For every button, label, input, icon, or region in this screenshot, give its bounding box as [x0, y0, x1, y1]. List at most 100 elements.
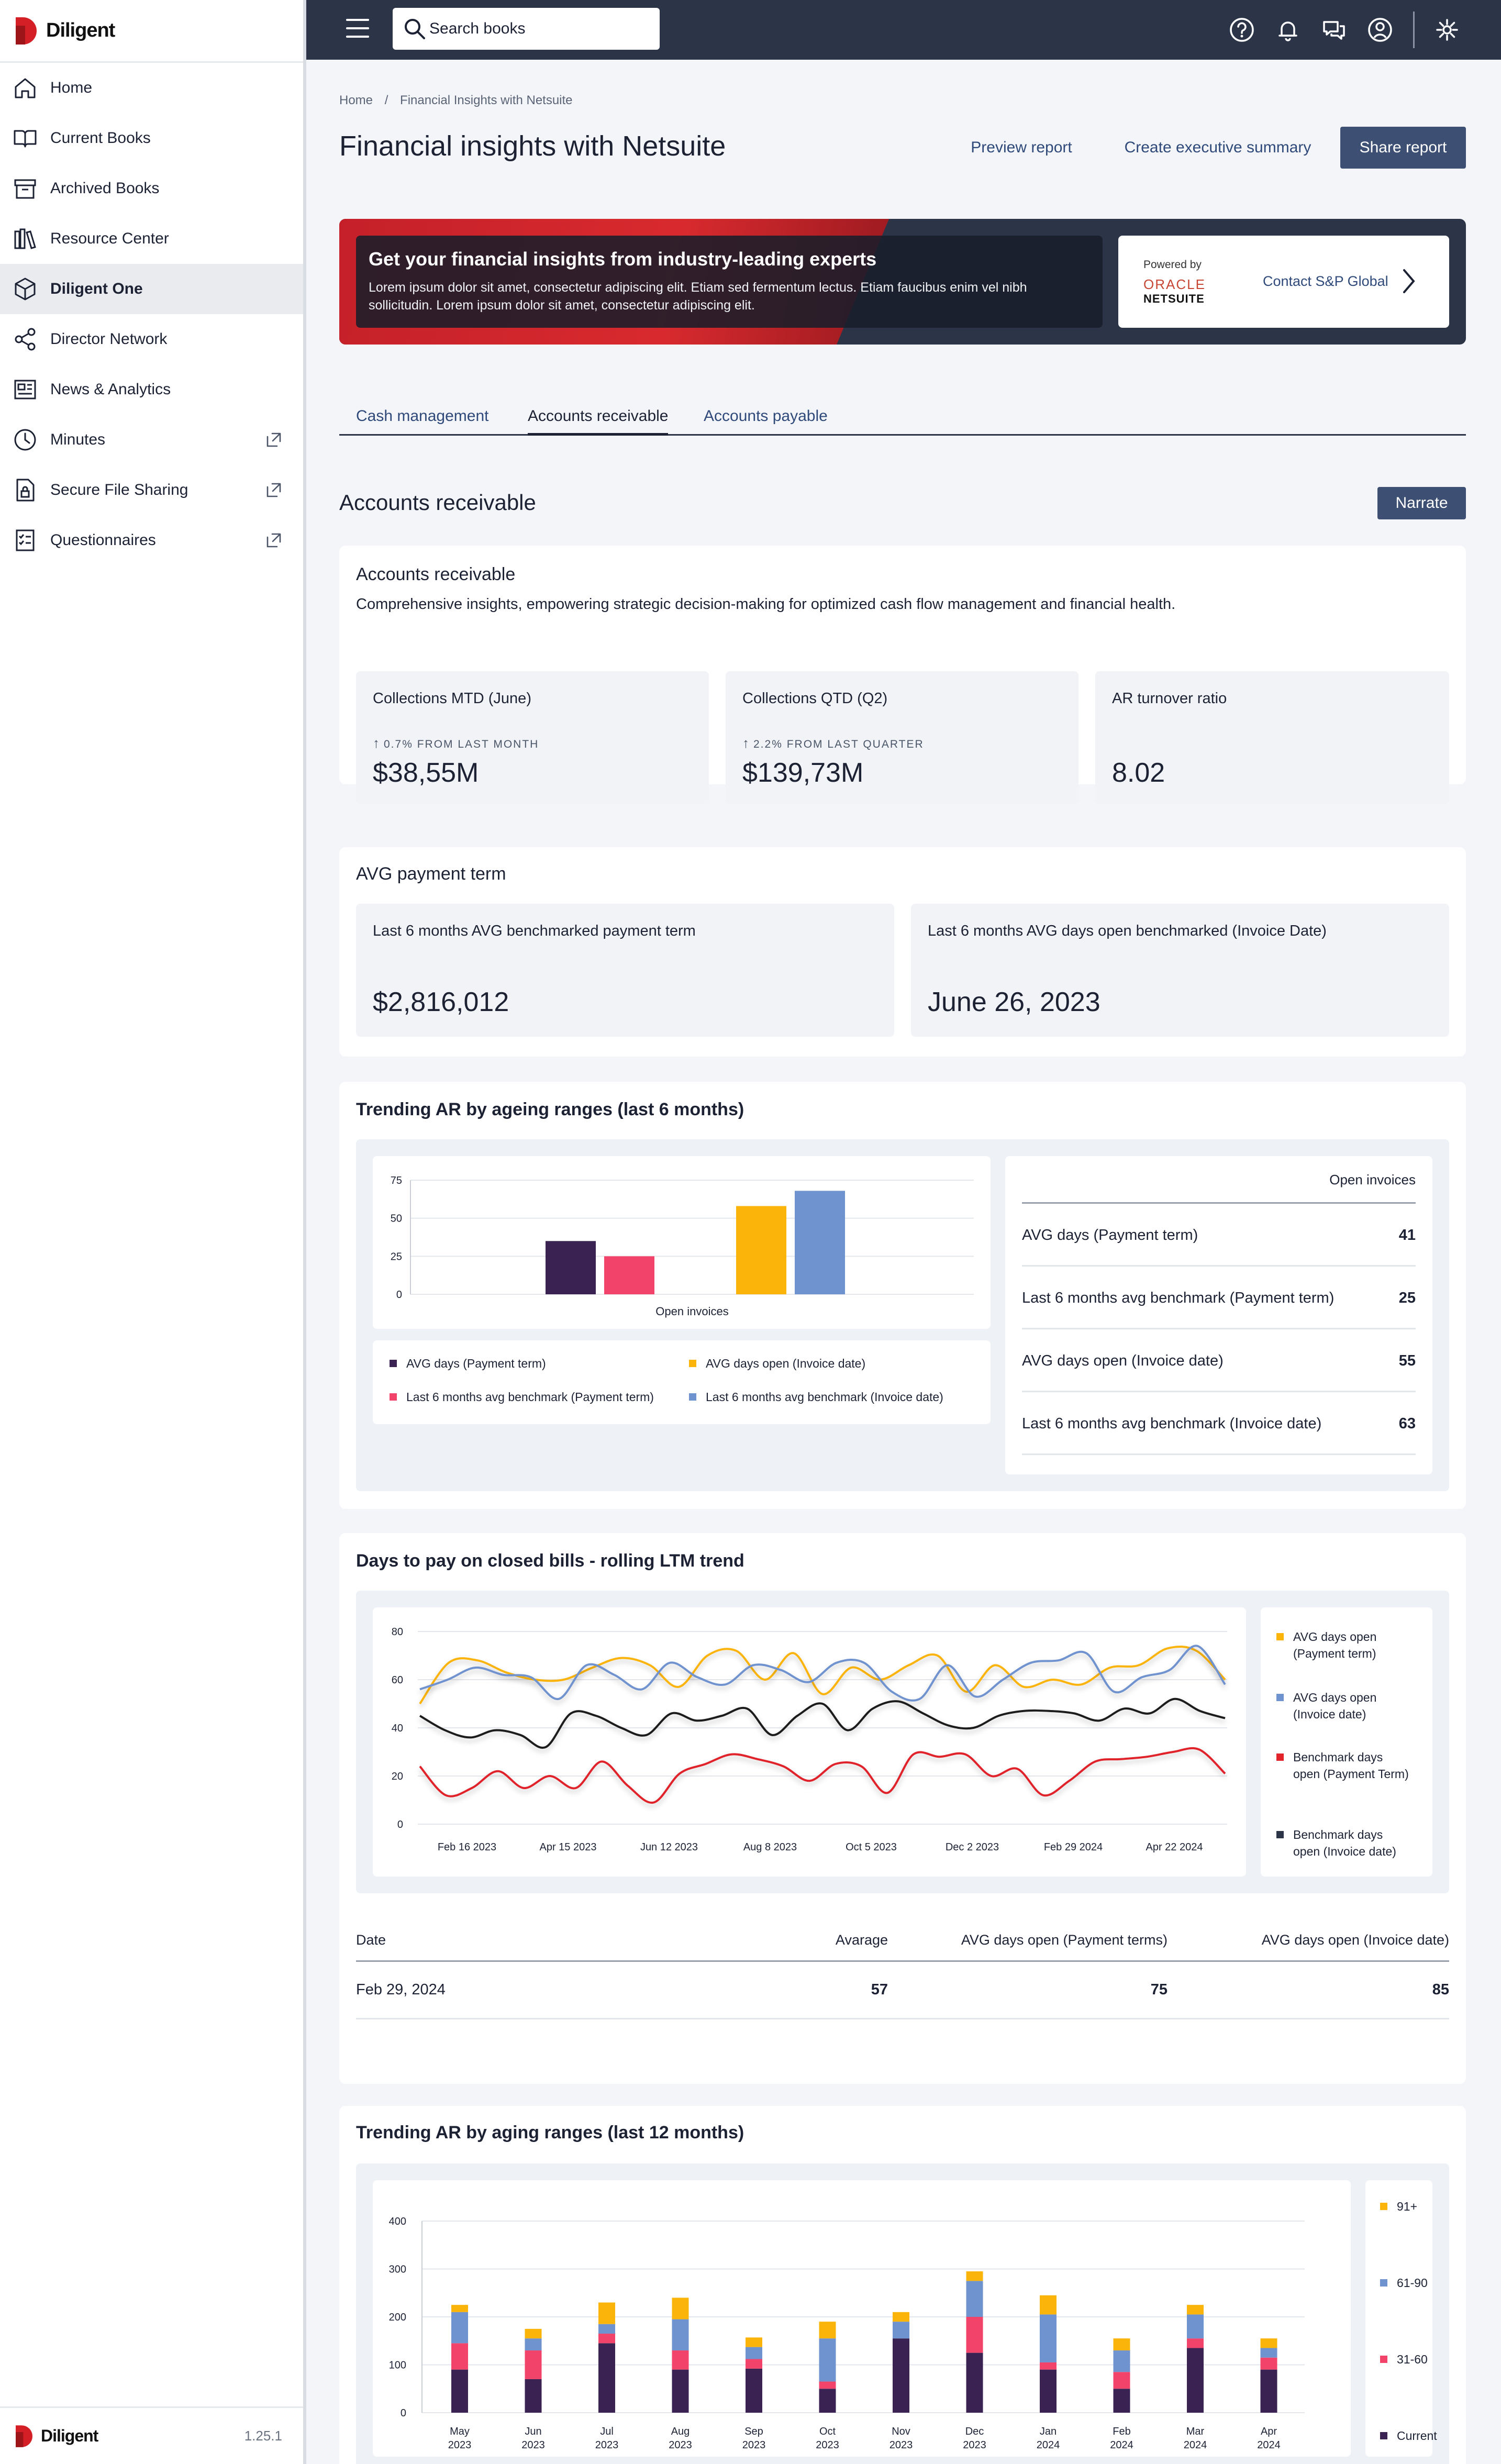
netsuite-logo: NETSUITE	[1143, 292, 1205, 305]
stacked-bar-segment	[746, 2337, 762, 2347]
x-tick-label: Feb 29 2024	[1044, 1841, 1103, 1853]
table-header: AVG days open (Invoice date)	[1261, 1932, 1449, 1948]
open-invoice-row: Last 6 months avg benchmark (Payment ter…	[1022, 1267, 1416, 1329]
kpi-value: $139,73M	[742, 758, 864, 788]
menu-icon[interactable]	[346, 19, 369, 40]
trending-ar-12-months-card: Trending AR by aging ranges (last 12 mon…	[339, 2106, 1466, 2464]
bar	[795, 1191, 845, 1294]
legend-item: Benchmark days open (Invoice date)	[1276, 1826, 1413, 1860]
y-tick-label: 80	[392, 1626, 403, 1638]
breadcrumb-home[interactable]: Home	[339, 93, 373, 107]
narrate-button[interactable]: Narrate	[1377, 487, 1466, 519]
y-tick-label: 400	[389, 2216, 406, 2227]
trend6-bar-chart: 0 25 50 75 Open invoices	[391, 1175, 974, 1318]
kpi-ar-turnover: AR turnover ratio 8.02	[1095, 671, 1449, 804]
bar	[604, 1256, 654, 1294]
bell-icon[interactable]	[1274, 16, 1302, 44]
x-tick-label: Apr	[1261, 2426, 1277, 2437]
stacked-bar-segment	[893, 2312, 909, 2322]
search-placeholder: Search books	[429, 20, 526, 37]
settings-icon[interactable]	[1433, 16, 1461, 44]
page-title: Financial insights with Netsuite	[339, 130, 726, 162]
sidebar-item-secure-file-sharing[interactable]: Secure File Sharing	[0, 465, 303, 515]
sidebar-item-label: Director Network	[50, 330, 168, 348]
x-tick-label: Sep	[744, 2426, 763, 2437]
preview-report-button[interactable]: Preview report	[971, 139, 1072, 156]
stacked-bar-segment	[1260, 2338, 1277, 2348]
sidebar-item-archived-books[interactable]: Archived Books	[0, 163, 303, 214]
chat-icon[interactable]	[1320, 16, 1348, 44]
x-tick-label: 2023	[521, 2439, 545, 2451]
stacked-bar-segment	[746, 2368, 762, 2413]
diligent-logo-icon	[16, 17, 41, 45]
external-link-icon	[266, 533, 281, 548]
stacked-bar-segment	[966, 2271, 983, 2281]
y-tick-label: 300	[389, 2264, 406, 2276]
sidebar-item-diligent-one[interactable]: Diligent One	[0, 264, 303, 314]
stacked-bar-segment	[819, 2322, 836, 2339]
sidebar-item-questionnaires[interactable]: Questionnaires	[0, 515, 303, 565]
sidebar-item-label: Home	[50, 79, 93, 96]
brand-name: Diligent	[46, 19, 115, 41]
x-tick-label: 2023	[963, 2439, 986, 2451]
create-executive-summary-button[interactable]: Create executive summary	[1124, 139, 1311, 156]
help-icon[interactable]	[1228, 16, 1256, 44]
share-report-button[interactable]: Share report	[1340, 127, 1466, 169]
stacked-bar-segment	[451, 2312, 468, 2344]
stacked-bar-segment	[598, 2324, 615, 2334]
sidebar-item-label: Minutes	[50, 431, 106, 448]
sidebar-item-news-analytics[interactable]: News & Analytics	[0, 364, 303, 415]
brand-logo[interactable]: Diligent	[0, 0, 303, 63]
stacked-bar-segment	[672, 2369, 689, 2413]
contact-sp-global-card[interactable]: Powered by ORACLE NETSUITE Contact S&P G…	[1118, 236, 1449, 328]
library-icon	[14, 228, 36, 249]
user-icon[interactable]	[1366, 16, 1394, 44]
tab-accounts-receivable[interactable]: Accounts receivable	[528, 407, 669, 436]
y-tick-label: 200	[389, 2312, 406, 2323]
stacked-bar-segment	[1040, 2295, 1057, 2315]
sidebar-item-resource-center[interactable]: Resource Center	[0, 214, 303, 264]
days-line-chart: 0 20 40 60 80 Feb 16 2023 Apr 15 2023 Jun 12 20…	[392, 1626, 1227, 1853]
trend12-title: Trending AR by aging ranges (last 12 mon…	[356, 2123, 744, 2143]
kpi-label: Collections QTD (Q2)	[742, 690, 888, 707]
stacked-bar-segment	[451, 2369, 468, 2413]
accounts-receivable-card: Accounts receivable Comprehensive insigh…	[339, 546, 1466, 804]
search-icon	[405, 19, 425, 39]
oracle-logo: ORACLE	[1143, 276, 1206, 292]
banner-text: Lorem ipsum dolor sit amet, consectetur …	[369, 280, 1027, 313]
search-input[interactable]: Search books	[393, 8, 660, 50]
sidebar-item-director-network[interactable]: Director Network	[0, 314, 303, 364]
open-invoices-panel: Open invoices AVG days (Payment term) 41 …	[1005, 1156, 1432, 1474]
trending-ar-6-months-card: Trending AR by ageing ranges (last 6 mon…	[339, 1082, 1466, 1509]
stacked-bar-segment	[1260, 2348, 1277, 2358]
tab-cash-management[interactable]: Cash management	[356, 407, 489, 425]
stacked-bar-segment	[1187, 2305, 1204, 2315]
y-tick-label: 0	[401, 2407, 406, 2419]
stacked-bar-segment	[1113, 2350, 1130, 2372]
series-line	[419, 1646, 1226, 1705]
table-cell: 75	[1150, 1981, 1168, 1998]
avg-payment-term-card: AVG payment term Last 6 months AVG bench…	[339, 847, 1466, 1057]
x-tick-label: Mar	[1186, 2426, 1205, 2437]
sidebar-item-current-books[interactable]: Current Books	[0, 113, 303, 163]
kpi-collections-mtd: Collections MTD (June) ↑ 0.7% FROM LAST M…	[356, 671, 709, 804]
sidebar-item-minutes[interactable]: Minutes	[0, 415, 303, 465]
bar	[736, 1206, 786, 1294]
x-tick-label: Apr 22 2024	[1146, 1841, 1203, 1853]
sidebar-item-label: Archived Books	[50, 180, 160, 197]
kpi-value: 8.02	[1112, 758, 1165, 788]
legend-item: AVG days open (Invoice date)	[1276, 1689, 1413, 1723]
x-tick-label: Jun 12 2023	[640, 1841, 698, 1853]
x-tick-label: 2023	[669, 2439, 692, 2451]
days-to-pay-card: Days to pay on closed bills - rolling LT…	[339, 1533, 1466, 2084]
sidebar-item-home[interactable]: Home	[0, 63, 303, 113]
contact-sp-global-link[interactable]: Contact S&P Global	[1263, 273, 1388, 289]
x-tick-label: Dec 2 2023	[946, 1841, 999, 1853]
open-invoice-row: AVG days open (Invoice date) 55	[1022, 1329, 1416, 1392]
trend6-title: Trending AR by ageing ranges (last 6 mon…	[356, 1100, 744, 1119]
legend-item: AVG days open (Invoice date)	[689, 1355, 865, 1372]
tab-accounts-payable[interactable]: Accounts payable	[704, 407, 828, 425]
y-tick-label: 40	[392, 1723, 403, 1734]
chevron-right-icon	[1403, 269, 1415, 293]
kpi-label: Collections MTD (June)	[373, 690, 531, 707]
